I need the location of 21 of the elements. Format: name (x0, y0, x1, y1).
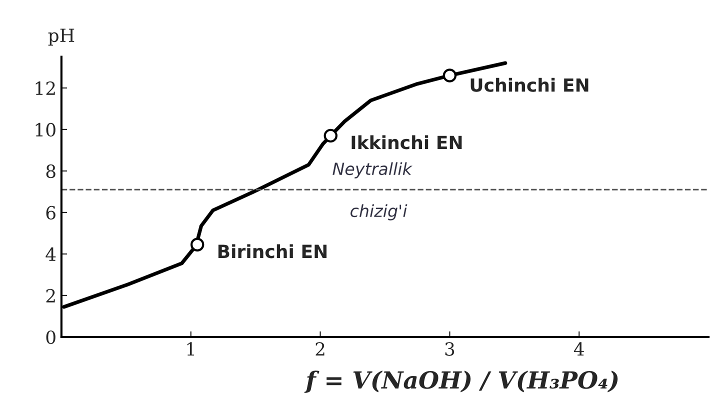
y-tick-label: 2 (46, 288, 55, 302)
y-tick-label: 8 (46, 164, 56, 178)
x-tick-label: 4 (574, 342, 584, 356)
y-tick-label: 12 (36, 81, 55, 95)
x-tick-label: 1 (187, 342, 194, 356)
point (324, 128, 338, 143)
annotation: Uchinchi EN (470, 78, 588, 92)
y-tick-label: 4 (46, 247, 56, 261)
y-tick-label: 10 (36, 122, 56, 137)
point (190, 238, 204, 252)
y-axis-title: pH (48, 28, 74, 46)
annotation: chizig'i (350, 204, 408, 220)
annotation: Ikkinchi EN (352, 135, 462, 150)
point (442, 68, 457, 82)
annotation: Birinchi EN (218, 244, 327, 258)
y-tick-label: 6 (46, 206, 56, 220)
x-tick-label: 2 (316, 342, 324, 356)
x-axis-title: f = V(NaOH) / V(H₃PO₄) (304, 370, 618, 394)
annotation: Neytrallik (332, 162, 412, 178)
y-tick-label: 0 (46, 330, 56, 344)
x-tick-label: 3 (445, 342, 454, 356)
